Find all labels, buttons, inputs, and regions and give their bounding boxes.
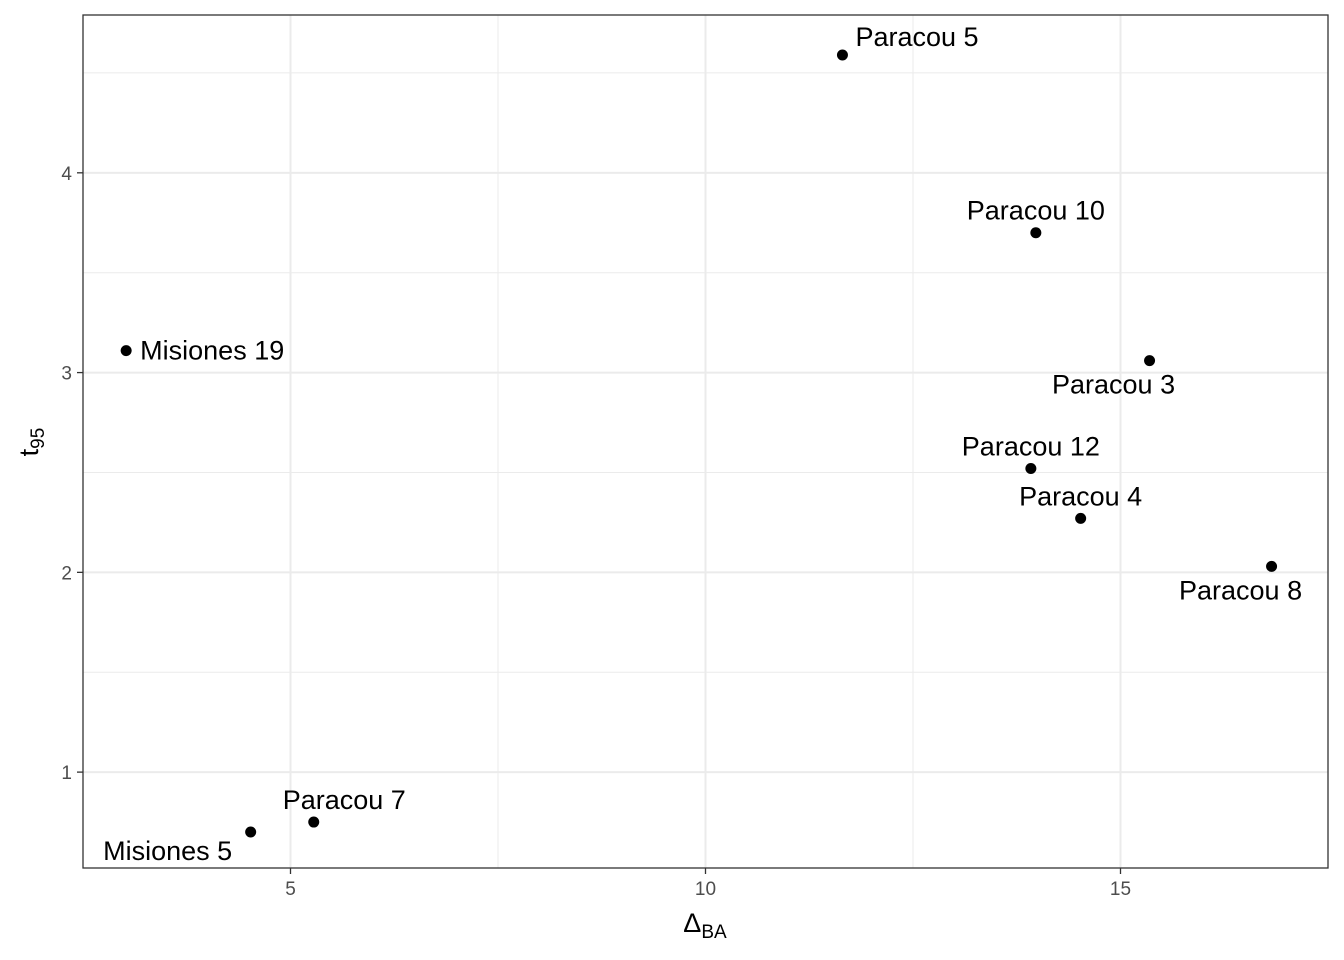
y-tick-label: 2 (61, 563, 72, 584)
x-tick-label: 15 (1110, 879, 1131, 900)
point-labels: Paracou 5 Paracou 10 Misiones 19 Paracou 3 P… (103, 22, 1302, 866)
point-label: Paracou 3 (1052, 370, 1175, 400)
axes: 5 10 15 1 2 3 4 (61, 164, 1131, 900)
data-point (1025, 462, 1037, 474)
point-label: Misiones 19 (140, 336, 284, 366)
x-axis-title-sub: BA (701, 922, 727, 943)
point-label: Paracou 8 (1179, 575, 1302, 605)
point-label: Paracou 4 (1019, 481, 1142, 511)
x-tick-label: 5 (285, 879, 296, 900)
y-axis-title: t95 (14, 428, 49, 457)
point-label: Misiones 5 (103, 836, 232, 866)
data-point (1030, 227, 1042, 239)
grid-lines (82, 15, 1329, 868)
data-point (1266, 560, 1278, 572)
data-point (1144, 355, 1156, 367)
data-point (836, 49, 848, 61)
point-label: Paracou 5 (855, 22, 978, 52)
point-label: Paracou 12 (962, 431, 1100, 461)
x-axis-title-main: Δ (683, 908, 701, 938)
data-point (245, 826, 257, 838)
point-label: Paracou 10 (967, 196, 1105, 226)
y-axis-title-sub: 95 (28, 428, 49, 449)
data-point (1075, 512, 1087, 524)
x-tick-label: 10 (695, 879, 716, 900)
y-tick-label: 3 (61, 364, 72, 385)
data-points (120, 49, 1278, 838)
data-point (120, 345, 132, 357)
y-tick-label: 4 (61, 164, 72, 185)
y-axis-title-main: t (14, 448, 44, 456)
point-label: Paracou 7 (283, 785, 406, 815)
x-axis-title: ΔBA (683, 908, 727, 943)
y-tick-label: 1 (61, 763, 72, 784)
data-point (308, 816, 320, 828)
